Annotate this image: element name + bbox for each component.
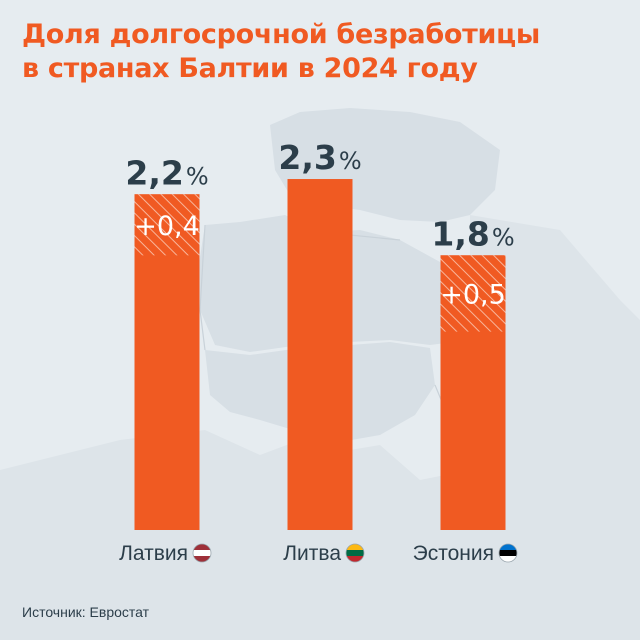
- latvia-flag-icon: [192, 543, 212, 563]
- lithuania-flag-icon: [345, 543, 365, 563]
- value-label: 1,8%: [431, 214, 514, 253]
- change-label: +0,5: [440, 279, 506, 310]
- source-note: Источник: Евростат: [22, 604, 149, 620]
- map-neighbor-shape: [470, 215, 640, 640]
- category-label: Литва: [283, 542, 341, 565]
- chart-title-line-1: Доля долгосрочной безработицы: [22, 19, 540, 50]
- chart-title: Доля долгосрочной безработицы в странах …: [22, 18, 540, 86]
- value-label: 2,2%: [125, 153, 208, 192]
- source-label: Источник:: [22, 604, 86, 620]
- category-label: Эстония: [413, 542, 494, 565]
- change-label: +0,4: [134, 211, 200, 242]
- estonia-flag-icon: [498, 543, 518, 563]
- bar-change-segment: [134, 194, 200, 256]
- map-borders: [199, 224, 471, 471]
- bar-change-segment: [440, 255, 506, 332]
- chart-title-line-2: в странах Балтии в 2024 году: [22, 53, 478, 84]
- category-label: Латвия: [119, 542, 188, 565]
- value-label: 2,3%: [278, 138, 361, 177]
- source-value: Евростат: [89, 604, 150, 620]
- bar: [287, 179, 353, 530]
